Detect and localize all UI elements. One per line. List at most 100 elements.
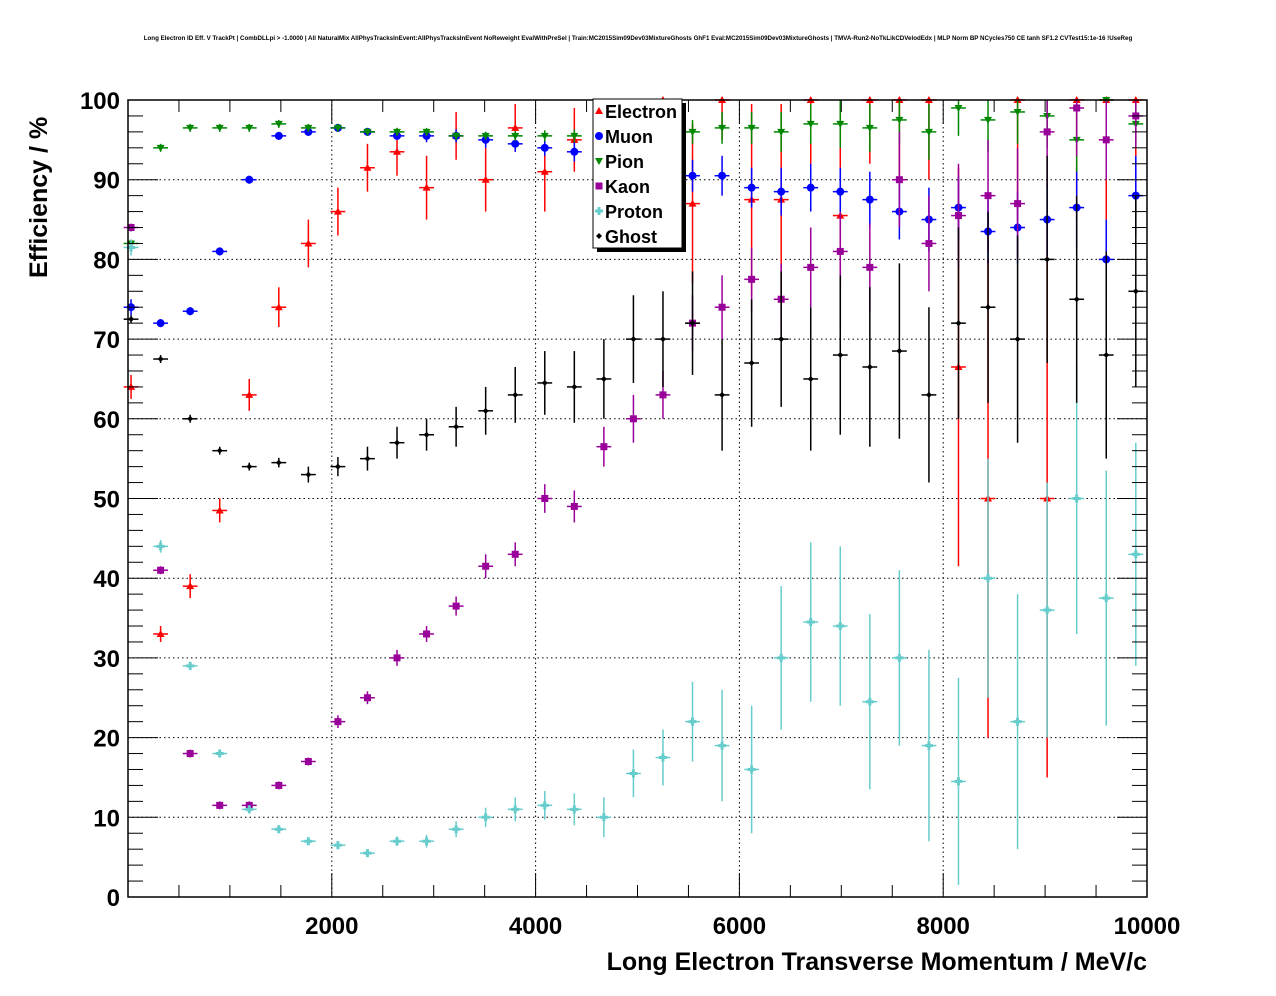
data-point — [241, 175, 257, 184]
marker — [836, 247, 844, 255]
data-point — [507, 135, 523, 152]
data-point — [212, 801, 228, 810]
marker — [954, 212, 962, 220]
data-point — [478, 807, 494, 827]
data-point — [1069, 195, 1085, 403]
data-point — [832, 275, 848, 435]
marker — [274, 303, 283, 311]
marker — [1043, 606, 1052, 615]
data-point — [1039, 155, 1055, 364]
data-point — [803, 227, 819, 308]
marker — [481, 132, 490, 140]
marker — [658, 753, 667, 762]
marker — [394, 439, 401, 446]
data-point — [478, 131, 494, 140]
data-point — [803, 103, 819, 144]
data-point — [626, 394, 641, 443]
data-point — [271, 119, 287, 128]
data-point — [182, 661, 198, 670]
data-point — [507, 131, 523, 141]
data-point — [744, 111, 760, 144]
marker — [807, 263, 815, 271]
data-point — [862, 614, 878, 790]
data-point — [803, 307, 819, 451]
marker — [333, 124, 342, 132]
marker — [571, 383, 578, 390]
marker — [924, 128, 933, 136]
data-point — [655, 291, 671, 387]
marker — [540, 132, 549, 140]
data-point — [360, 143, 375, 192]
data-point — [566, 142, 582, 162]
marker — [1102, 594, 1111, 603]
data-point — [921, 103, 937, 160]
data-point — [448, 406, 464, 447]
data-point — [685, 119, 700, 144]
marker — [777, 187, 786, 196]
x-tick-label: 8000 — [917, 913, 970, 940]
marker — [718, 171, 727, 180]
x-axis-title: Long Electron Transverse Momentum / MeV/… — [607, 948, 1148, 976]
marker — [304, 124, 313, 132]
data-point — [212, 247, 228, 256]
marker — [954, 104, 963, 112]
legend-label: Electron — [605, 102, 677, 122]
marker — [1131, 550, 1140, 559]
legend-entry-ghost: Ghost — [596, 227, 657, 247]
marker — [806, 120, 815, 128]
data-point — [951, 227, 966, 419]
marker — [985, 304, 992, 311]
data-point — [685, 681, 700, 762]
marker — [895, 116, 904, 124]
y-tick-label: 40 — [93, 566, 120, 593]
data-point — [153, 626, 168, 642]
legend-entry-proton: Proton — [595, 202, 663, 222]
data-point — [241, 805, 257, 814]
marker — [186, 307, 195, 316]
marker — [216, 801, 224, 809]
y-tick-label: 30 — [93, 646, 120, 673]
data-point — [419, 155, 434, 220]
marker — [215, 506, 224, 514]
legend-marker-icon — [595, 132, 603, 140]
marker — [245, 805, 254, 814]
data-point — [507, 366, 523, 423]
data-point — [1010, 594, 1025, 850]
marker — [127, 243, 136, 252]
x-tick-label: 4000 — [509, 913, 562, 940]
marker — [157, 356, 164, 363]
data-point — [153, 355, 168, 364]
data-point — [271, 457, 287, 468]
marker — [275, 781, 283, 789]
legend-box — [592, 98, 683, 249]
marker — [363, 694, 371, 702]
data-point — [478, 386, 494, 435]
data-point — [714, 111, 730, 144]
marker — [393, 654, 401, 662]
data-point — [153, 566, 168, 575]
marker — [128, 316, 135, 323]
marker — [807, 375, 814, 382]
marker — [1013, 108, 1022, 116]
data-point — [921, 307, 937, 483]
data-point — [566, 351, 582, 423]
marker — [570, 147, 579, 156]
marker — [186, 124, 195, 132]
marker — [452, 132, 461, 140]
marker — [363, 163, 372, 171]
data-point — [537, 351, 553, 415]
marker — [1014, 336, 1021, 343]
data-point — [980, 458, 996, 698]
marker — [895, 176, 903, 184]
data-point — [182, 123, 198, 132]
data-point — [714, 339, 730, 451]
marker — [865, 195, 874, 204]
marker — [541, 379, 548, 386]
data-point — [212, 749, 228, 758]
marker — [600, 443, 608, 451]
y-tick-label: 70 — [93, 327, 120, 354]
marker — [246, 463, 253, 470]
data-point — [153, 143, 168, 152]
marker — [511, 132, 520, 140]
data-point — [419, 626, 434, 642]
